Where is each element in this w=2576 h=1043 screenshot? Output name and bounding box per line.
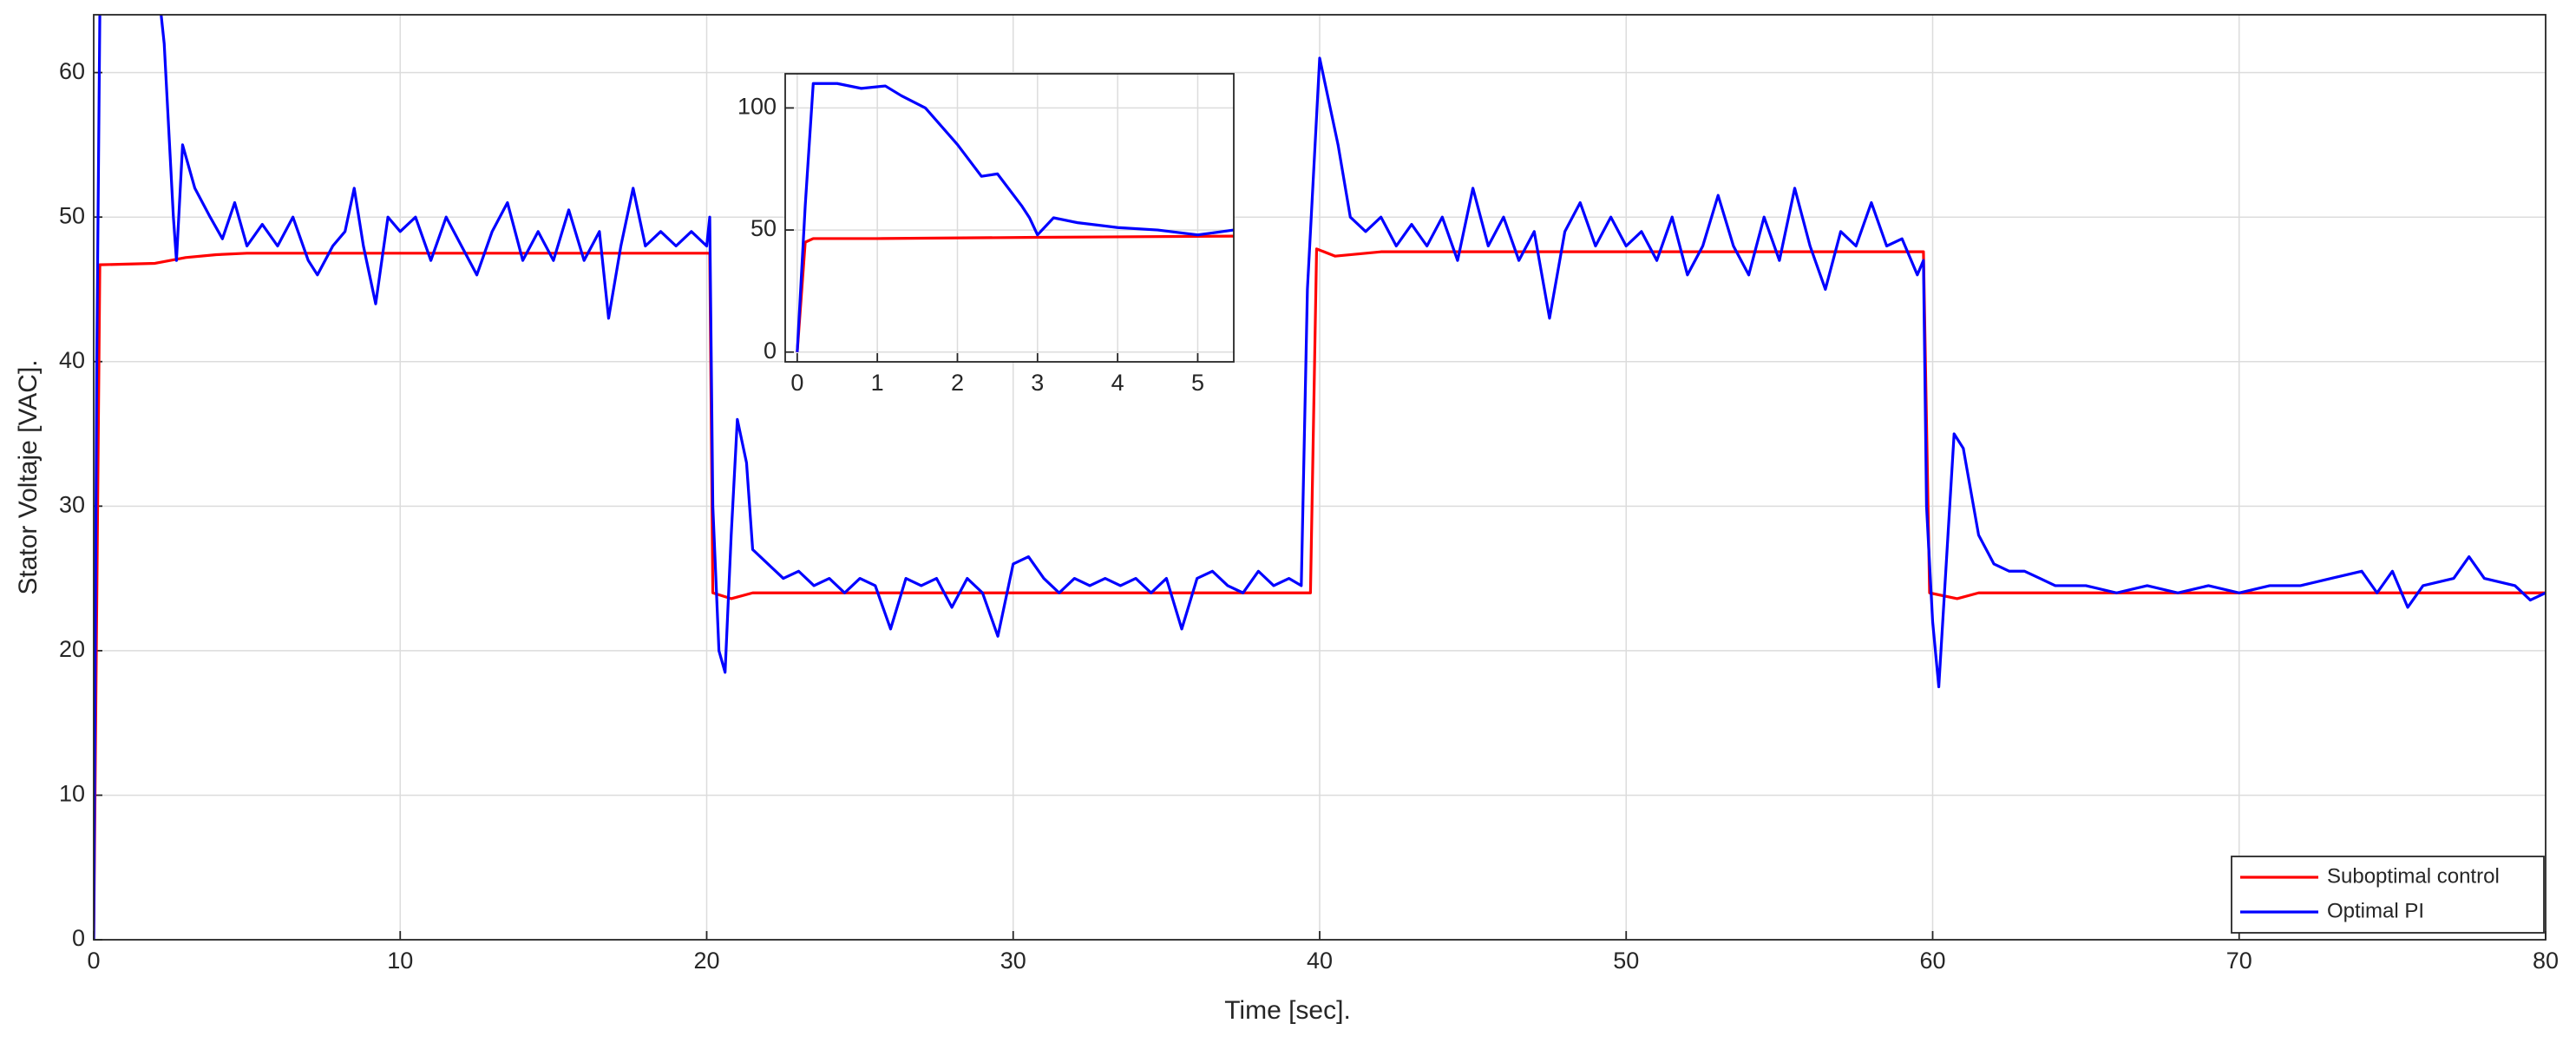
x-tick-label: 3 — [1031, 370, 1044, 396]
legend-label: Optimal PI — [2327, 899, 2424, 922]
x-tick-label: 10 — [387, 948, 413, 974]
y-tick-label: 20 — [59, 636, 85, 662]
y-axis-label: Stator Voltaje [VAC]. — [14, 359, 43, 594]
x-tick-label: 30 — [1000, 948, 1026, 974]
axes-frame — [93, 14, 2547, 941]
plot-area — [785, 74, 1234, 362]
plot-lines — [94, 15, 2546, 940]
data-line — [796, 82, 1234, 352]
x-tick-label: 70 — [2226, 948, 2252, 974]
y-tick-label: 10 — [59, 781, 85, 807]
x-tick-label: 60 — [1919, 948, 1945, 974]
y-tick-label: 60 — [59, 58, 85, 84]
x-tick-label: 4 — [1111, 370, 1124, 396]
x-tick-label: 5 — [1191, 370, 1204, 396]
legend-label: Suboptimal control — [2327, 864, 2500, 888]
x-tick-label: 50 — [1613, 948, 1639, 974]
x-tick-label: 1 — [871, 370, 884, 396]
y-tick-label: 0 — [72, 925, 85, 951]
data-line — [94, 15, 2546, 940]
x-tick-label: 0 — [87, 948, 100, 974]
y-tick-label: 100 — [737, 94, 777, 120]
y-tick-label: 50 — [59, 202, 85, 228]
y-tick-label: 30 — [59, 491, 85, 517]
plot-lines — [796, 82, 1234, 352]
x-tick-label: 0 — [790, 370, 803, 396]
data-line — [796, 234, 1234, 352]
y-tick-label: 0 — [764, 338, 777, 364]
x-tick-label: 80 — [2533, 948, 2559, 974]
y-tick-label: 50 — [751, 215, 777, 241]
legend-box — [2231, 856, 2545, 934]
x-tick-label: 40 — [1307, 948, 1333, 974]
data-line — [94, 247, 2546, 940]
x-tick-label: 20 — [693, 948, 719, 974]
x-tick-label: 2 — [951, 370, 964, 396]
axes-frame — [784, 73, 1235, 363]
x-axis-label: Time [sec]. — [1224, 996, 1351, 1025]
y-tick-label: 40 — [59, 347, 85, 373]
